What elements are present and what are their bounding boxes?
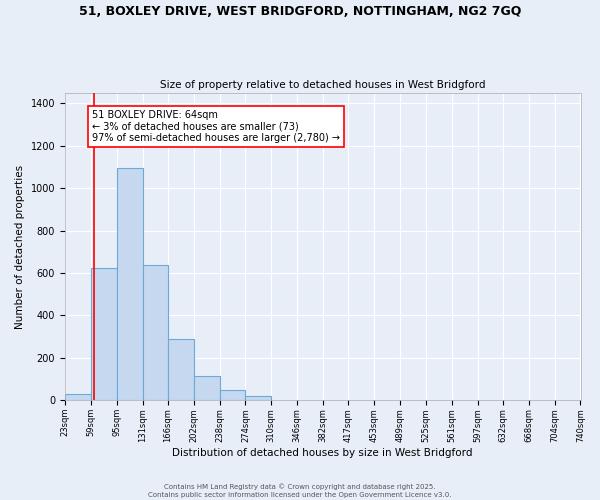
Bar bbox=[116, 168, 143, 400]
Y-axis label: Number of detached properties: Number of detached properties bbox=[15, 164, 25, 328]
Bar bbox=[65, 394, 91, 400]
Title: Size of property relative to detached houses in West Bridgford: Size of property relative to detached ho… bbox=[160, 80, 485, 90]
Bar bbox=[220, 390, 245, 400]
Text: 51 BOXLEY DRIVE: 64sqm
← 3% of detached houses are smaller (73)
97% of semi-deta: 51 BOXLEY DRIVE: 64sqm ← 3% of detached … bbox=[92, 110, 340, 143]
Bar bbox=[245, 396, 271, 400]
Bar bbox=[91, 268, 116, 400]
Bar bbox=[194, 376, 220, 400]
X-axis label: Distribution of detached houses by size in West Bridgford: Distribution of detached houses by size … bbox=[172, 448, 473, 458]
Bar bbox=[168, 339, 194, 400]
Text: Contains HM Land Registry data © Crown copyright and database right 2025.
Contai: Contains HM Land Registry data © Crown c… bbox=[148, 484, 452, 498]
Bar bbox=[143, 264, 168, 400]
Text: 51, BOXLEY DRIVE, WEST BRIDGFORD, NOTTINGHAM, NG2 7GQ: 51, BOXLEY DRIVE, WEST BRIDGFORD, NOTTIN… bbox=[79, 5, 521, 18]
